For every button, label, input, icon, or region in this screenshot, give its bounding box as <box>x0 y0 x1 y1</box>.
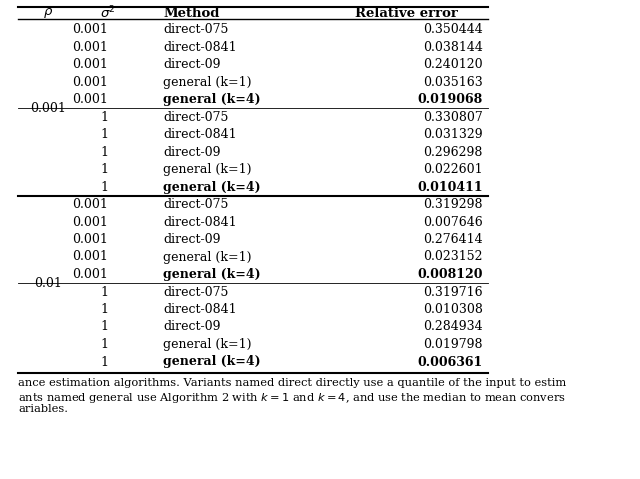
Text: 0.001: 0.001 <box>72 268 108 281</box>
Text: 0.284934: 0.284934 <box>424 320 483 333</box>
Text: 0.007646: 0.007646 <box>423 216 483 228</box>
Text: 0.276414: 0.276414 <box>424 233 483 246</box>
Text: general (k=4): general (k=4) <box>163 181 260 194</box>
Text: 0.001: 0.001 <box>30 102 66 115</box>
Text: 0.350444: 0.350444 <box>423 23 483 36</box>
Text: general (k=4): general (k=4) <box>163 268 260 281</box>
Text: 0.001: 0.001 <box>72 58 108 71</box>
Text: 0.330807: 0.330807 <box>423 111 483 124</box>
Text: 0.031329: 0.031329 <box>424 128 483 141</box>
Text: 0.038144: 0.038144 <box>423 41 483 54</box>
Text: 0.008120: 0.008120 <box>417 268 483 281</box>
Text: Method: Method <box>163 7 220 20</box>
Text: 0.319716: 0.319716 <box>424 285 483 298</box>
Text: $\sigma^2$: $\sigma^2$ <box>100 5 116 21</box>
Text: 0.319298: 0.319298 <box>424 198 483 211</box>
Text: 0.006361: 0.006361 <box>418 355 483 368</box>
Text: 0.001: 0.001 <box>72 23 108 36</box>
Text: Relative error: Relative error <box>355 7 458 20</box>
Text: 1: 1 <box>100 181 108 194</box>
Text: direct-075: direct-075 <box>163 198 228 211</box>
Text: direct-09: direct-09 <box>163 146 221 159</box>
Text: direct-09: direct-09 <box>163 320 221 333</box>
Text: 0.240120: 0.240120 <box>424 58 483 71</box>
Text: direct-075: direct-075 <box>163 23 228 36</box>
Text: 1: 1 <box>100 303 108 316</box>
Text: direct-09: direct-09 <box>163 233 221 246</box>
Text: 1: 1 <box>100 111 108 124</box>
Text: direct-0841: direct-0841 <box>163 216 237 228</box>
Text: direct-0841: direct-0841 <box>163 128 237 141</box>
Text: 0.010308: 0.010308 <box>423 303 483 316</box>
Text: direct-0841: direct-0841 <box>163 303 237 316</box>
Text: 0.001: 0.001 <box>72 216 108 228</box>
Text: 0.001: 0.001 <box>72 198 108 211</box>
Text: 0.296298: 0.296298 <box>424 146 483 159</box>
Text: direct-075: direct-075 <box>163 285 228 298</box>
Text: 0.001: 0.001 <box>72 76 108 89</box>
Text: direct-075: direct-075 <box>163 111 228 124</box>
Text: general (k=4): general (k=4) <box>163 355 260 368</box>
Text: 0.001: 0.001 <box>72 251 108 263</box>
Text: general (k=1): general (k=1) <box>163 163 252 176</box>
Text: 0.001: 0.001 <box>72 233 108 246</box>
Text: 0.01: 0.01 <box>34 277 62 290</box>
Text: 1: 1 <box>100 355 108 368</box>
Text: 1: 1 <box>100 338 108 351</box>
Text: 0.019798: 0.019798 <box>424 338 483 351</box>
Text: $\rho$: $\rho$ <box>43 6 53 20</box>
Text: 0.035163: 0.035163 <box>423 76 483 89</box>
Text: general (k=4): general (k=4) <box>163 93 260 106</box>
Text: 1: 1 <box>100 285 108 298</box>
Text: 1: 1 <box>100 163 108 176</box>
Text: 0.001: 0.001 <box>72 93 108 106</box>
Text: 1: 1 <box>100 128 108 141</box>
Text: 0.022601: 0.022601 <box>424 163 483 176</box>
Text: ants named general use Algorithm 2 with $k = 1$ and $k = 4$, and use the median : ants named general use Algorithm 2 with … <box>18 391 566 405</box>
Text: general (k=1): general (k=1) <box>163 76 252 89</box>
Text: 0.019068: 0.019068 <box>418 93 483 106</box>
Text: direct-0841: direct-0841 <box>163 41 237 54</box>
Text: 1: 1 <box>100 146 108 159</box>
Text: direct-09: direct-09 <box>163 58 221 71</box>
Text: general (k=1): general (k=1) <box>163 251 252 263</box>
Text: ariables.: ariables. <box>18 404 68 414</box>
Text: ance estimation algorithms. Variants named direct directly use a quantile of the: ance estimation algorithms. Variants nam… <box>18 377 566 388</box>
Text: 0.010411: 0.010411 <box>417 181 483 194</box>
Text: 1: 1 <box>100 320 108 333</box>
Text: 0.001: 0.001 <box>72 41 108 54</box>
Text: general (k=1): general (k=1) <box>163 338 252 351</box>
Text: 0.023152: 0.023152 <box>424 251 483 263</box>
